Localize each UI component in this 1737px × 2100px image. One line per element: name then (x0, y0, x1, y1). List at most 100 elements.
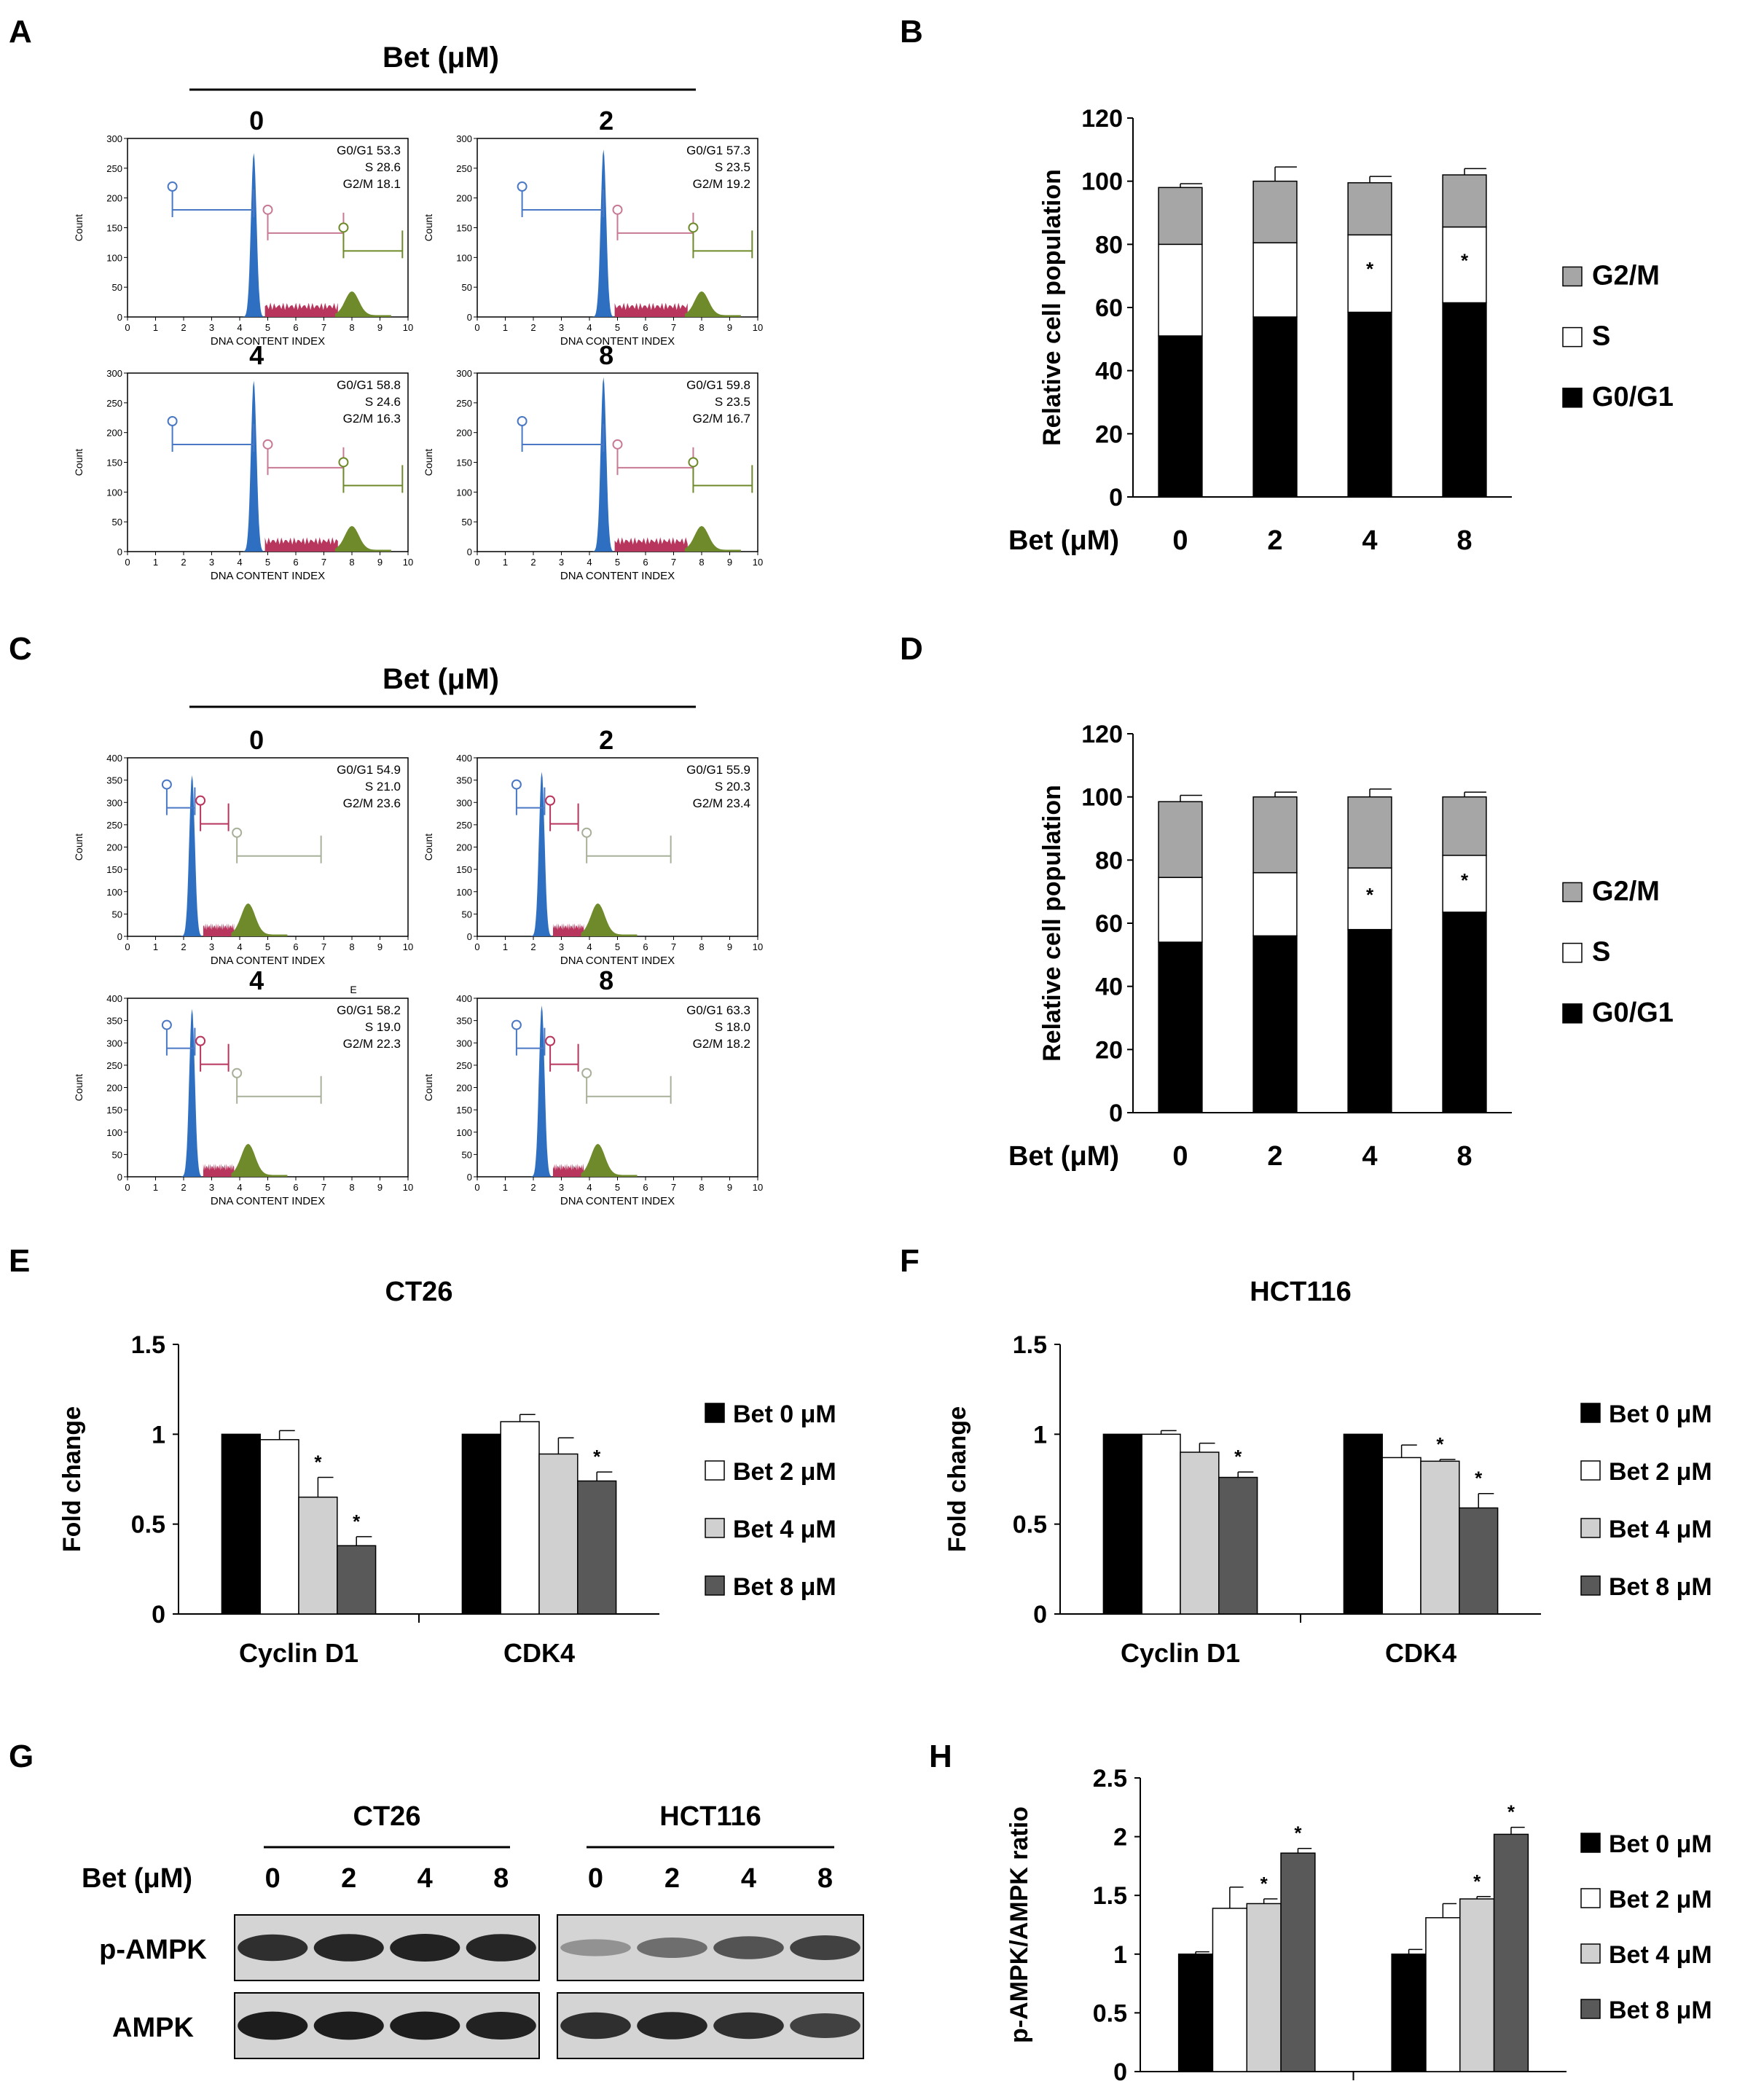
x-tick-label: 0 (474, 557, 479, 568)
legend-label: G2/M (1592, 876, 1660, 906)
phase-stat: G0/G1 58.8 (337, 378, 401, 392)
bar-segment-s (1252, 871, 1298, 937)
y-tick-label: 100 (456, 1127, 472, 1138)
x-tick-label: 0 (125, 322, 130, 333)
y-tick-label: 40 (1095, 973, 1123, 1001)
phase-stat: G0/G1 59.8 (686, 378, 750, 392)
dose-label: 8 (599, 340, 613, 370)
bar-0 (1391, 1954, 1427, 2072)
y-tick-label: 100 (1081, 784, 1123, 812)
y-tick-label: 50 (462, 1149, 472, 1160)
panel-label-a: A (9, 14, 32, 50)
x-tick-label: 5 (265, 941, 270, 952)
legend-swatch (1562, 266, 1583, 287)
x-tick-label: 9 (377, 941, 383, 952)
x-tick-label: 4 (587, 1182, 592, 1193)
lane-dose-label: 8 (493, 1863, 509, 1894)
x-tick-label: 0 (125, 1182, 130, 1193)
x-tick-label: 1 (153, 557, 158, 568)
lane-dose-label: 2 (341, 1863, 356, 1894)
x-tick-label: 3 (559, 322, 564, 333)
bar-segment-g0g1 (1252, 935, 1298, 1113)
gate-handle-icon (612, 439, 623, 450)
y-tick-label: 100 (106, 887, 122, 898)
bar-2 (1420, 1460, 1460, 1615)
x-tick-label: 2 (530, 557, 536, 568)
x-tick-label: 0 (125, 557, 130, 568)
chart-title: HCT116 (1250, 1277, 1351, 1307)
phase-stat: G2/M 19.2 (693, 177, 750, 191)
y-tick-label: 300 (456, 797, 472, 808)
legend-swatch (705, 1575, 725, 1596)
g0g1-peak (181, 1008, 203, 1177)
bar-1 (500, 1421, 540, 1615)
y-tick-label: 100 (106, 487, 122, 498)
bar-segment-g2m (1252, 796, 1298, 874)
x-tick-label: Cyclin D1 (239, 1638, 358, 1668)
y-tick-label: 0 (117, 546, 122, 557)
y-tick-label: 400 (456, 993, 472, 1004)
phase-stat: G0/G1 57.3 (686, 144, 750, 157)
bar-segment-s (1158, 877, 1203, 943)
y-tick-label: 250 (106, 820, 122, 831)
phase-stat: G2/M 18.2 (693, 1037, 750, 1051)
x-tick-label: 8 (699, 557, 704, 568)
g0g1-peak (242, 380, 265, 552)
significance-mark: * (593, 1446, 601, 1468)
y-axis-label: p-AMPK/AMPK ratio (1005, 1806, 1033, 2043)
dose-label: 2 (599, 106, 613, 136)
phase-stat: G0/G1 58.2 (337, 1003, 401, 1017)
y-tick-label: 300 (106, 133, 122, 144)
s-phase-plateau (552, 923, 584, 936)
g2m-peak (334, 291, 391, 317)
bar-0 (1177, 1954, 1214, 2072)
legend-label: Bet 2 μM (733, 1458, 836, 1486)
gate-handle-icon (338, 457, 349, 468)
bar-segment-g0g1 (1158, 941, 1203, 1113)
significance-mark: * (1234, 1446, 1242, 1468)
x-tick-label: 5 (615, 557, 620, 568)
x-tick-label: 2 (530, 1182, 536, 1193)
legend-swatch (1562, 942, 1583, 963)
bar-1 (1141, 1433, 1181, 1615)
gate-handle-icon (688, 457, 699, 468)
x-tick-label: 4 (237, 557, 242, 568)
g2m-peak (231, 903, 288, 936)
y-tick-label: 100 (456, 487, 472, 498)
gate-handle-icon (517, 416, 528, 426)
x-tick-label: 10 (403, 322, 413, 333)
x-tick-label: 8 (1456, 525, 1472, 556)
x-tick-label: 7 (671, 322, 676, 333)
y-tick-label: 250 (456, 163, 472, 174)
x-tick-label: 10 (753, 557, 763, 568)
gate-handle-icon (262, 439, 273, 450)
legend-swatch (705, 1518, 725, 1538)
bar-segment-g0g1 (1347, 928, 1392, 1113)
x-tick-label: 0 (474, 322, 479, 333)
bar-2 (1246, 1903, 1282, 2072)
legend-label: S (1592, 937, 1610, 968)
y-tick-label: 60 (1095, 910, 1123, 938)
x-tick-label: 3 (559, 1182, 564, 1193)
legend-swatch (1580, 1518, 1601, 1538)
y-tick-label: 200 (456, 1083, 472, 1094)
y-tick-label: 150 (106, 223, 122, 234)
x-axis-label: DNA CONTENT INDEX (211, 1195, 325, 1207)
bar-2 (538, 1453, 579, 1615)
x-tick-label: 4 (587, 941, 592, 952)
legend-label: Bet 8 μM (1609, 1997, 1712, 2024)
bar-3 (1493, 1833, 1529, 2072)
bar-segment-g2m (1347, 796, 1392, 869)
panel-label-b: B (900, 14, 923, 50)
lane-dose-label: 2 (664, 1863, 680, 1894)
g0g1-peak (181, 775, 203, 936)
y-tick-label: 150 (106, 864, 122, 875)
gate-handle-icon (612, 204, 623, 215)
y-axis-label: Relative cell population (1038, 169, 1066, 446)
protein-band (637, 1938, 707, 1958)
g2m-peak (684, 525, 741, 552)
x-tick-label: CDK4 (503, 1638, 575, 1668)
bar-segment-g0g1 (1252, 316, 1298, 498)
protein-band (466, 1934, 536, 1962)
